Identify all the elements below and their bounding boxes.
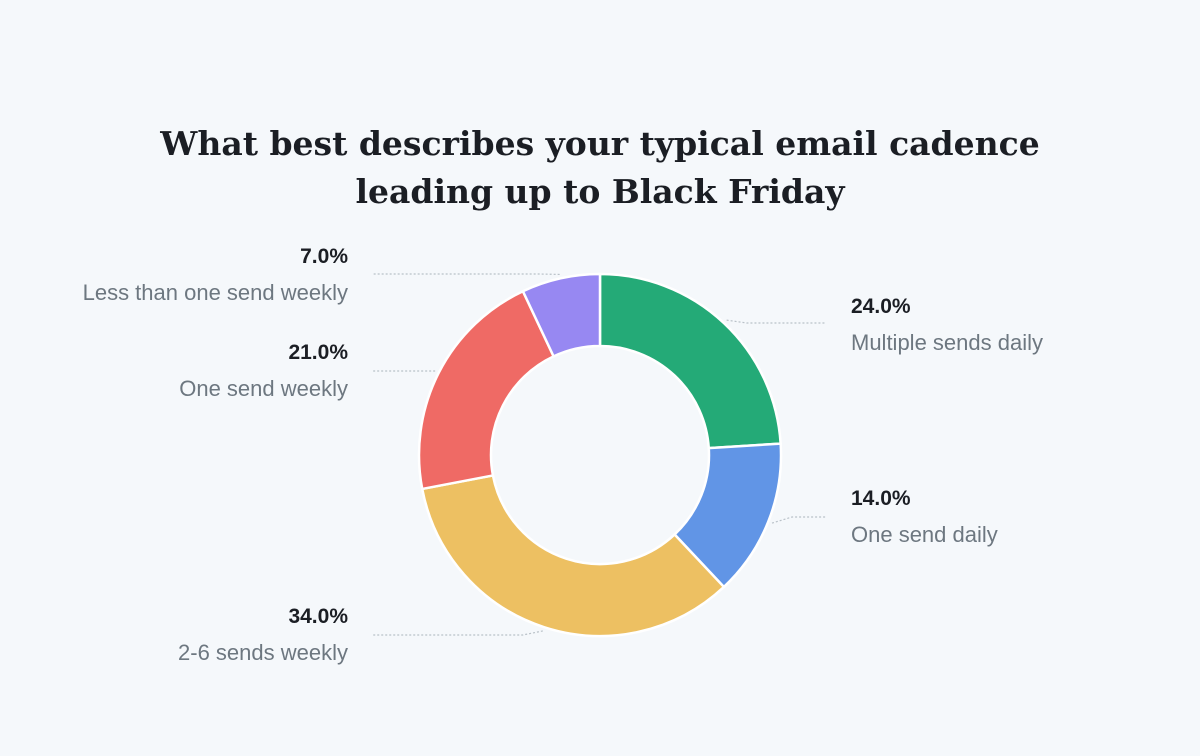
slice-percent-label: 24.0% bbox=[851, 295, 911, 318]
slice-percent-label: 14.0% bbox=[851, 487, 911, 510]
leader-line-one-send-daily bbox=[771, 516, 826, 524]
slice-percent-label: 7.0% bbox=[300, 245, 348, 268]
leader-line-2-6-sends-weekly bbox=[373, 630, 543, 636]
slice-category-label: One send daily bbox=[851, 522, 998, 547]
slice-percent-label: 21.0% bbox=[288, 341, 348, 364]
slice-category-label: Less than one send weekly bbox=[82, 280, 348, 305]
slice-category-label: One send weekly bbox=[179, 376, 348, 401]
donut-slice-less-than-one-send-weekly bbox=[521, 272, 602, 358]
donut-slices bbox=[417, 272, 783, 638]
chart-title: What best describes your typical email c… bbox=[150, 120, 1050, 216]
donut-slice-one-send-weekly bbox=[417, 289, 555, 491]
slice-label-one-send-weekly: 21.0% One send weekly bbox=[0, 339, 348, 404]
slice-category-label: Multiple sends daily bbox=[851, 330, 1043, 355]
leader-lines bbox=[373, 273, 826, 636]
slice-label-multiple-sends-daily: 24.0% Multiple sends daily bbox=[851, 293, 1043, 358]
slice-label-one-send-daily: 14.0% One send daily bbox=[851, 485, 998, 550]
slice-category-label: 2-6 sends weekly bbox=[178, 640, 348, 665]
slice-label-2-6-sends-weekly: 34.0% 2-6 sends weekly bbox=[0, 603, 348, 668]
chart-title-line-1: What best describes your typical email c… bbox=[160, 124, 1040, 163]
slice-label-less-than-one-send-weekly: 7.0% Less than one send weekly bbox=[0, 243, 348, 308]
chart-title-line-2: leading up to Black Friday bbox=[355, 172, 845, 211]
slice-percent-label: 34.0% bbox=[288, 605, 348, 628]
leader-line-multiple-sends-daily bbox=[726, 319, 826, 324]
donut-slice-2-6-sends-weekly bbox=[420, 474, 726, 638]
donut-slice-multiple-sends-daily bbox=[598, 272, 782, 450]
